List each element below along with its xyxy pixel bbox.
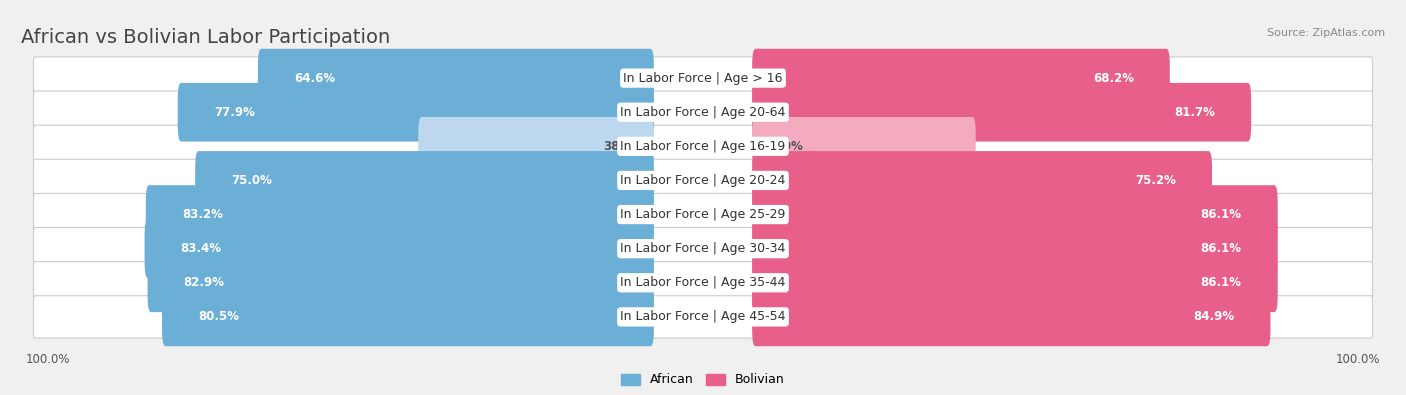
Text: 86.1%: 86.1% [1201, 242, 1241, 255]
FancyBboxPatch shape [148, 254, 654, 312]
Text: 82.9%: 82.9% [184, 276, 225, 289]
FancyBboxPatch shape [34, 91, 1372, 134]
Text: 86.1%: 86.1% [1201, 208, 1241, 221]
FancyBboxPatch shape [752, 254, 1278, 312]
Text: In Labor Force | Age 16-19: In Labor Force | Age 16-19 [620, 140, 786, 153]
Text: 75.0%: 75.0% [231, 174, 273, 187]
Text: Source: ZipAtlas.com: Source: ZipAtlas.com [1267, 28, 1385, 38]
FancyBboxPatch shape [34, 228, 1372, 270]
FancyBboxPatch shape [34, 296, 1372, 338]
Text: In Labor Force | Age 25-29: In Labor Force | Age 25-29 [620, 208, 786, 221]
Text: 84.9%: 84.9% [1194, 310, 1234, 324]
Text: 77.9%: 77.9% [214, 106, 254, 119]
FancyBboxPatch shape [752, 117, 976, 176]
Text: 64.6%: 64.6% [294, 71, 335, 85]
Text: 81.7%: 81.7% [1174, 106, 1215, 119]
FancyBboxPatch shape [752, 288, 1271, 346]
Text: 83.4%: 83.4% [180, 242, 222, 255]
Text: In Labor Force | Age 35-44: In Labor Force | Age 35-44 [620, 276, 786, 289]
FancyBboxPatch shape [752, 83, 1251, 141]
FancyBboxPatch shape [146, 185, 654, 244]
FancyBboxPatch shape [752, 49, 1170, 107]
Text: In Labor Force | Age 20-64: In Labor Force | Age 20-64 [620, 106, 786, 119]
FancyBboxPatch shape [752, 151, 1212, 210]
FancyBboxPatch shape [195, 151, 654, 210]
Text: 36.0%: 36.0% [762, 140, 803, 153]
Text: 38.0%: 38.0% [603, 140, 644, 153]
FancyBboxPatch shape [257, 49, 654, 107]
FancyBboxPatch shape [34, 159, 1372, 201]
Text: In Labor Force | Age 45-54: In Labor Force | Age 45-54 [620, 310, 786, 324]
FancyBboxPatch shape [34, 57, 1372, 99]
FancyBboxPatch shape [418, 117, 654, 176]
Text: 83.2%: 83.2% [181, 208, 222, 221]
Text: 80.5%: 80.5% [198, 310, 239, 324]
Text: In Labor Force | Age 30-34: In Labor Force | Age 30-34 [620, 242, 786, 255]
FancyBboxPatch shape [34, 194, 1372, 236]
FancyBboxPatch shape [162, 288, 654, 346]
FancyBboxPatch shape [752, 185, 1278, 244]
Text: In Labor Force | Age > 16: In Labor Force | Age > 16 [623, 71, 783, 85]
Text: African vs Bolivian Labor Participation: African vs Bolivian Labor Participation [21, 28, 391, 47]
Text: 68.2%: 68.2% [1092, 71, 1133, 85]
FancyBboxPatch shape [34, 261, 1372, 304]
Text: 75.2%: 75.2% [1135, 174, 1175, 187]
Legend: African, Bolivian: African, Bolivian [621, 373, 785, 386]
Text: In Labor Force | Age 20-24: In Labor Force | Age 20-24 [620, 174, 786, 187]
Text: 86.1%: 86.1% [1201, 276, 1241, 289]
FancyBboxPatch shape [752, 219, 1278, 278]
FancyBboxPatch shape [34, 125, 1372, 167]
FancyBboxPatch shape [145, 219, 654, 278]
FancyBboxPatch shape [177, 83, 654, 141]
